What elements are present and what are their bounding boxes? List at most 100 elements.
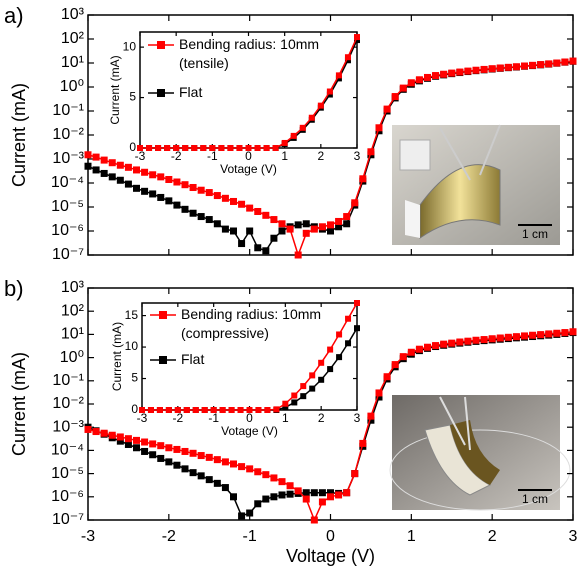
marker [326,91,333,98]
marker [124,163,132,171]
marker [238,512,246,520]
marker [197,186,205,194]
marker [504,63,512,71]
marker [116,433,124,441]
marker [299,124,306,131]
marker [343,489,351,497]
marker [147,407,154,413]
marker [399,353,407,361]
marker [246,407,253,413]
x-tick-label: -2 [162,528,176,545]
marker [302,495,310,503]
marker [238,200,246,208]
marker [149,451,157,459]
marker [456,338,464,346]
marker [262,211,270,219]
marker [236,145,243,151]
marker [189,449,197,457]
marker [561,329,569,337]
marker [205,189,213,197]
marker [336,331,343,338]
x-tick-label: -3 [137,411,148,425]
marker [270,216,278,224]
marker [407,79,415,87]
x-tick-label: 0 [246,411,253,425]
marker [415,76,423,84]
y-tick-label: 10⁻⁷ [52,511,84,528]
y-tick-label: 10⁻² [52,126,84,143]
marker [197,213,205,221]
marker [375,389,383,397]
marker [545,330,553,338]
marker [263,145,270,151]
marker [92,166,100,174]
marker [335,217,343,225]
y-tick-label: 10³ [61,279,85,296]
marker [310,516,318,524]
y-tick-label: 10⁻⁵ [51,198,84,215]
marker [84,151,92,159]
marker [335,75,342,82]
x-tick-label: 3 [354,411,361,425]
marker [230,493,237,501]
y-tick-label: 10⁻⁴ [51,174,84,191]
marker [157,193,165,201]
marker [286,482,294,490]
marker [124,435,132,443]
marker [472,336,480,344]
marker [512,333,520,341]
marker [383,105,391,113]
marker [201,407,208,413]
marker [230,227,237,235]
marker [290,132,297,139]
marker [327,366,334,373]
x-axis-label: Voltage (V) [286,546,375,566]
marker [569,57,577,65]
y-tick-label: 10¹ [61,54,84,71]
x-tick-label: 2 [318,411,325,425]
x-tick-label: -3 [81,528,95,545]
x-tick-label: -1 [243,528,257,545]
marker [189,209,197,217]
marker [262,495,270,503]
marker [200,145,207,151]
legend-label: Bending radius: 10mm (compressive) [181,306,322,341]
legend-marker [159,356,167,364]
y-tick-label: 10⁻⁷ [52,246,84,263]
marker [173,145,180,151]
y-tick-label: 5 [131,371,138,385]
marker [192,407,199,413]
marker [569,328,577,336]
y-axis-label: Current (mA) [108,55,122,124]
marker [432,342,440,350]
marker [165,197,173,205]
marker [318,498,326,506]
marker [529,61,537,69]
marker [149,190,157,198]
marker [440,340,448,348]
marker [181,181,189,189]
marker [286,490,294,498]
marker [302,220,310,228]
marker [354,37,360,44]
x-tick-label: 1 [281,149,288,163]
marker [270,493,278,501]
marker [219,407,226,413]
marker [262,471,270,479]
marker [254,207,262,215]
marker [210,407,217,413]
marker [149,440,157,448]
marker [84,162,92,170]
marker [335,491,343,499]
marker [345,315,352,322]
marker [213,456,221,464]
marker [181,447,189,455]
marker [189,469,197,477]
marker [327,221,334,229]
y-tick-label: 10⁻⁵ [51,465,84,482]
legend-marker [159,311,167,319]
marker [238,463,246,471]
marker [246,465,254,473]
marker [415,345,423,353]
